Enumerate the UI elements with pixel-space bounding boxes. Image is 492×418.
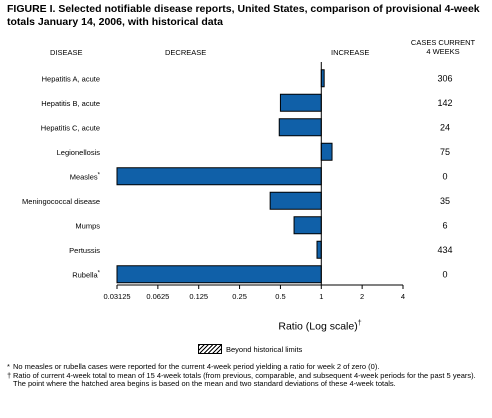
category-label: Pertussis <box>69 246 100 255</box>
x-tick-label: 1 <box>319 292 323 301</box>
hatched-legend-swatch <box>198 344 222 354</box>
x-tick-label: 0.125 <box>189 292 208 301</box>
category-label: Measles* <box>70 172 101 181</box>
footnote-star-text: No measles or rubella cases were reporte… <box>13 362 380 371</box>
cases-value: 75 <box>440 147 450 157</box>
category-footnote-mark: * <box>98 172 101 178</box>
cases-value: 0 <box>442 171 447 181</box>
header-cases: CASES CURRENT 4 WEEKS <box>397 38 489 56</box>
x-axis-label-mark: † <box>357 320 362 327</box>
category-footnote-mark: * <box>98 270 101 276</box>
legend: Beyond historical limits <box>198 344 302 354</box>
category-label: Meningococcal disease <box>22 197 100 206</box>
category-label: Hepatitis B, acute <box>41 99 100 108</box>
bar <box>320 142 333 161</box>
footnote-star: * No measles or rubella cases were repor… <box>7 362 489 372</box>
category-label: Mumps <box>75 221 100 230</box>
cases-value: 0 <box>442 269 447 279</box>
x-tick-label: 0.25 <box>232 292 247 301</box>
ratio-bar-chart: Hepatitis A, acute 306 Hepatitis B, acute 1… <box>22 62 453 301</box>
bar <box>316 240 322 259</box>
x-axis-label: Ratio (Log scale) <box>278 320 358 333</box>
header-cases-line1: CASES CURRENT <box>410 38 476 47</box>
footnotes: * No measles or rubella cases were repor… <box>7 362 489 389</box>
cases-value: 24 <box>440 122 450 132</box>
footnote-dagger-mark: † <box>7 370 12 380</box>
cases-value: 434 <box>437 245 452 255</box>
cases-value: 142 <box>437 98 452 108</box>
header-disease: DISEASE <box>50 48 83 57</box>
x-tick-label: 0.03125 <box>103 292 130 301</box>
header-cases-line2: 4 WEEKS <box>426 47 460 56</box>
category-label: Legionellosis <box>57 148 101 157</box>
bar <box>278 118 322 137</box>
header-increase: INCREASE <box>331 48 370 57</box>
x-axis-title: Ratio (Log scale)† <box>0 320 492 333</box>
footnote-star-mark: * <box>7 362 10 371</box>
cases-value: 306 <box>437 73 452 83</box>
category-label: Rubella* <box>72 270 100 279</box>
x-tick-label: 0.5 <box>275 292 285 301</box>
bar <box>116 265 322 284</box>
cases-value: 35 <box>440 196 450 206</box>
header-decrease: DECREASE <box>165 48 207 57</box>
bar <box>293 216 322 235</box>
cases-value: 6 <box>442 220 447 230</box>
bar <box>279 93 322 112</box>
bar <box>116 167 322 186</box>
x-tick-label: 4 <box>401 292 405 301</box>
footnote-dagger: † Ratio of current 4-week total to mean … <box>7 370 489 389</box>
category-label: Hepatitis A, acute <box>42 74 100 83</box>
x-tick-label: 2 <box>360 292 364 301</box>
bar <box>269 191 322 210</box>
category-label: Hepatitis C, acute <box>41 123 100 132</box>
figure-title: FIGURE I. Selected notifiable disease re… <box>7 3 480 28</box>
x-tick-label: 0.0625 <box>146 292 169 301</box>
footnote-dagger-text: Ratio of current 4-week total to mean of… <box>13 370 476 388</box>
legend-label: Beyond historical limits <box>226 344 303 354</box>
